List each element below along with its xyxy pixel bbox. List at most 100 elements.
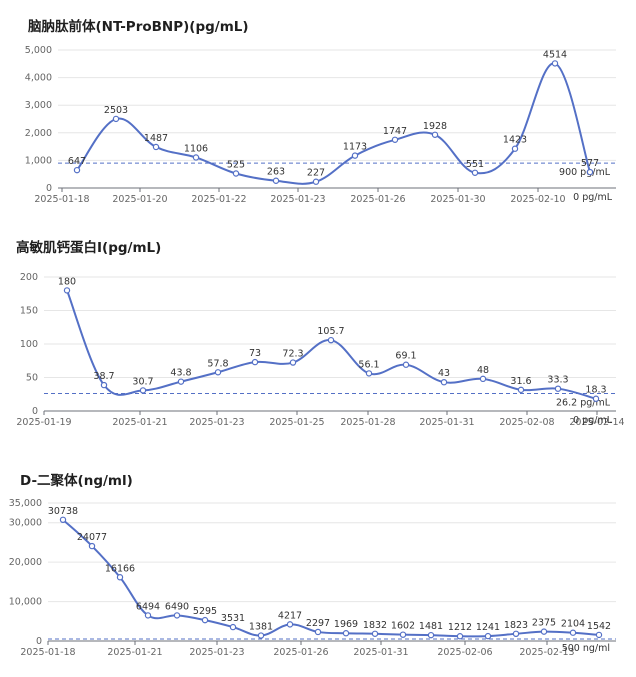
data-point[interactable] [201,616,209,624]
data-label: 72.3 [282,349,303,360]
data-point[interactable] [595,631,603,639]
data-label: 1481 [419,621,443,632]
data-point[interactable] [342,630,350,637]
data-point[interactable] [272,177,280,184]
data-point[interactable] [440,378,448,386]
y-tick-label: 2,000 [25,128,52,139]
data-label: 69.1 [395,351,416,362]
data-point[interactable] [391,136,399,143]
data-point[interactable] [139,387,147,394]
data-point[interactable] [327,336,335,344]
data-point[interactable] [312,178,320,185]
x-tick-label: 2025-01-21 [112,417,167,428]
data-point[interactable] [214,369,222,376]
data-label: 38.7 [93,371,114,382]
data-point[interactable] [511,145,519,152]
data-point[interactable] [479,375,487,383]
data-label: 1381 [249,622,273,633]
data-point[interactable] [402,361,410,368]
x-tick-label: 2025-01-23 [189,417,244,428]
chart-d-dimer: D-二聚体(ng/ml) 0 10,000 20,000 30,000 35,000 20… [9,472,616,658]
data-point[interactable] [554,385,562,392]
data-label: 6490 [165,601,189,612]
data-label: 24077 [77,532,107,543]
data-point[interactable] [112,115,120,123]
data-point[interactable] [484,632,492,640]
data-point[interactable] [371,630,379,637]
y-tick-label: 0 [46,183,52,194]
data-label: 1241 [476,622,500,633]
reference-zero-label: 0 pg/mL [573,415,613,426]
x-tick-label: 2025-01-19 [16,417,71,428]
x-tick-label: 2025-02-06 [437,647,492,658]
data-label: 4514 [543,49,567,60]
data-point[interactable] [540,628,548,635]
data-point[interactable] [116,574,124,581]
data-point[interactable] [59,516,67,524]
data-label: 4217 [278,610,302,621]
x-tick-label: 2025-01-18 [34,194,89,205]
data-point[interactable] [257,632,265,639]
data-label: 31.6 [510,376,531,387]
data-point[interactable] [512,630,520,638]
data-point[interactable] [232,170,240,177]
data-label: 1602 [391,621,415,632]
data-point[interactable] [351,152,359,159]
data-label: 6494 [136,601,160,612]
data-point[interactable] [586,168,594,176]
data-label: 43 [438,368,450,379]
data-point[interactable] [569,629,577,636]
data-label: 525 [227,160,245,171]
data-label: 3531 [221,613,245,624]
data-point[interactable] [251,358,259,366]
data-label: 1928 [423,121,447,132]
data-point[interactable] [456,633,464,640]
data-point[interactable] [177,378,185,385]
data-point[interactable] [431,131,439,138]
data-point[interactable] [289,359,297,366]
data-point[interactable] [286,621,294,628]
data-point[interactable] [192,154,200,161]
data-label: 227 [307,168,325,179]
y-tick-label: 150 [20,306,38,317]
data-point[interactable] [144,612,152,619]
data-point[interactable] [592,395,600,402]
y-tick-label: 10,000 [9,597,42,608]
x-tick-label: 2025-01-30 [430,194,485,205]
data-point[interactable] [229,623,237,631]
data-label: 1832 [363,620,387,631]
chart-title: 高敏肌钙蛋白I(pg/mL) [16,239,161,256]
x-tick-label: 2025-01-25 [269,417,324,428]
data-point[interactable] [314,628,322,636]
data-label: 33.3 [547,375,568,386]
data-point[interactable] [88,542,96,550]
data-label: 2297 [306,618,330,629]
x-tick-label: 2025-01-18 [20,647,75,658]
x-tick-label: 2025-01-31 [353,647,408,658]
data-point[interactable] [173,612,181,619]
data-point[interactable] [73,166,81,174]
data-point[interactable] [427,631,435,639]
data-point[interactable] [100,381,108,389]
data-point[interactable] [517,386,525,394]
data-point[interactable] [399,631,407,638]
chart-ntprobnp: 脑肭肽前体(NT-ProBNP)(pg/mL) 0 1,000 2,000 3,000… [25,18,616,205]
x-tick-label: 2025-01-28 [340,417,395,428]
x-tick-label: 2025-02-08 [499,417,554,428]
data-label: 1212 [448,622,472,633]
data-label: 263 [267,167,285,178]
data-label: 180 [58,276,76,287]
x-tick-label: 2025-01-31 [419,417,474,428]
y-tick-label: 1,000 [25,155,52,166]
data-label: 30738 [48,506,78,517]
data-point[interactable] [365,370,373,377]
series-line [76,62,591,185]
data-point[interactable] [63,287,71,294]
data-label: 73 [249,348,261,359]
data-label: 1173 [343,142,367,153]
data-point[interactable] [551,60,559,67]
data-point[interactable] [152,143,160,151]
data-point[interactable] [471,169,479,176]
data-label: 18.3 [585,385,606,396]
